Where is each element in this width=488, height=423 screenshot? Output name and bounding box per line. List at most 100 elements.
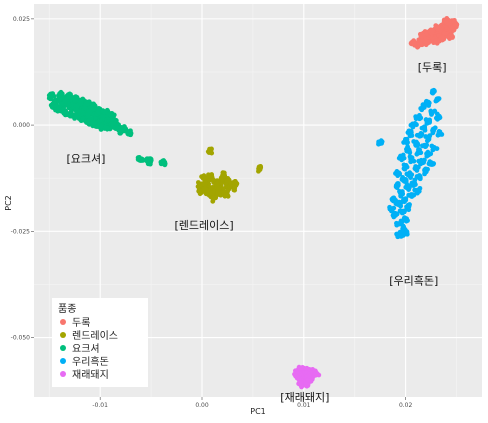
data-point xyxy=(433,38,439,44)
axis-ticks: -0.01 0.00 0.01 0.02 0.025 0.000 -0.025 -0.050 xyxy=(11,16,413,409)
cluster-label: [렌드레이스] xyxy=(174,219,233,232)
series-1-points xyxy=(408,15,460,50)
data-point xyxy=(409,193,415,199)
data-point xyxy=(68,111,74,117)
x-tick-label: -0.01 xyxy=(92,402,108,409)
data-point xyxy=(108,113,114,119)
data-point xyxy=(416,149,422,155)
legend-key xyxy=(60,332,66,338)
data-point xyxy=(396,221,403,227)
legend-title: 품종 xyxy=(58,303,76,315)
data-point xyxy=(424,118,430,124)
data-point xyxy=(417,132,423,138)
data-point xyxy=(452,22,459,28)
data-point xyxy=(411,121,417,127)
data-point xyxy=(207,148,213,155)
legend-box xyxy=(52,298,148,387)
data-point xyxy=(206,173,212,179)
y-axis-title: PC2 xyxy=(4,195,13,211)
data-point xyxy=(220,172,226,178)
data-point xyxy=(435,24,441,30)
data-point xyxy=(213,181,219,187)
data-point xyxy=(411,180,417,186)
data-point xyxy=(406,147,412,153)
data-point xyxy=(395,232,402,238)
data-point xyxy=(146,158,152,164)
y-tick-label: 0.025 xyxy=(13,16,30,23)
data-point xyxy=(57,91,64,97)
legend-label: 우리흑돈 xyxy=(72,355,109,368)
data-point xyxy=(392,212,399,218)
data-point xyxy=(413,140,419,146)
data-point xyxy=(443,18,449,25)
data-point xyxy=(233,179,239,186)
legend-key xyxy=(60,358,66,364)
legend-key xyxy=(60,371,66,377)
data-point xyxy=(413,165,419,172)
series-2-points xyxy=(195,146,264,204)
data-point xyxy=(303,381,309,387)
data-point xyxy=(160,159,166,166)
data-point xyxy=(80,116,86,122)
data-point xyxy=(429,28,435,34)
x-tick-label: 0.01 xyxy=(297,402,311,409)
data-point xyxy=(431,88,437,94)
data-point xyxy=(447,33,454,39)
data-point xyxy=(395,201,402,207)
data-point xyxy=(104,125,110,132)
x-tick-label: 0.02 xyxy=(399,402,413,409)
data-point xyxy=(439,34,445,41)
data-point xyxy=(393,182,400,189)
data-point xyxy=(90,103,96,109)
data-point xyxy=(406,204,412,210)
data-point xyxy=(405,185,411,191)
data-points xyxy=(46,15,460,390)
data-point xyxy=(376,139,382,145)
data-point xyxy=(430,127,436,133)
series-5-points xyxy=(292,364,322,390)
data-point xyxy=(388,206,394,212)
data-point xyxy=(436,130,442,137)
data-point xyxy=(390,195,397,201)
data-point xyxy=(215,189,221,195)
data-point xyxy=(425,39,431,45)
data-point xyxy=(96,106,102,112)
data-point xyxy=(127,130,133,136)
cluster-label: [요크셔] xyxy=(66,152,105,165)
data-point xyxy=(417,175,423,181)
data-point xyxy=(313,371,319,377)
data-point xyxy=(398,154,405,160)
data-point xyxy=(425,135,431,141)
data-point xyxy=(297,380,303,386)
data-point xyxy=(422,142,428,149)
legend-label: 렌드레이스 xyxy=(72,330,118,342)
data-point xyxy=(420,105,426,111)
cluster-label: [두록] xyxy=(418,61,447,74)
data-point xyxy=(225,177,232,183)
y-tick-label: -0.025 xyxy=(11,228,31,235)
data-point xyxy=(411,40,417,47)
data-point xyxy=(403,137,409,143)
data-point xyxy=(399,209,406,215)
data-point xyxy=(257,166,263,172)
data-point xyxy=(293,373,299,379)
data-point xyxy=(48,93,54,99)
data-point xyxy=(401,177,407,183)
legend-key xyxy=(60,345,66,351)
data-point xyxy=(435,113,441,120)
data-point xyxy=(421,125,427,131)
data-point xyxy=(426,100,432,106)
grid-lines xyxy=(34,4,482,397)
legend-label: 두록 xyxy=(72,317,90,329)
data-point xyxy=(419,159,425,165)
data-point xyxy=(74,113,80,119)
data-point xyxy=(409,156,415,162)
data-point xyxy=(403,215,409,222)
data-point xyxy=(407,172,413,178)
data-point xyxy=(415,114,421,121)
data-point xyxy=(429,109,435,115)
data-point xyxy=(408,130,414,136)
